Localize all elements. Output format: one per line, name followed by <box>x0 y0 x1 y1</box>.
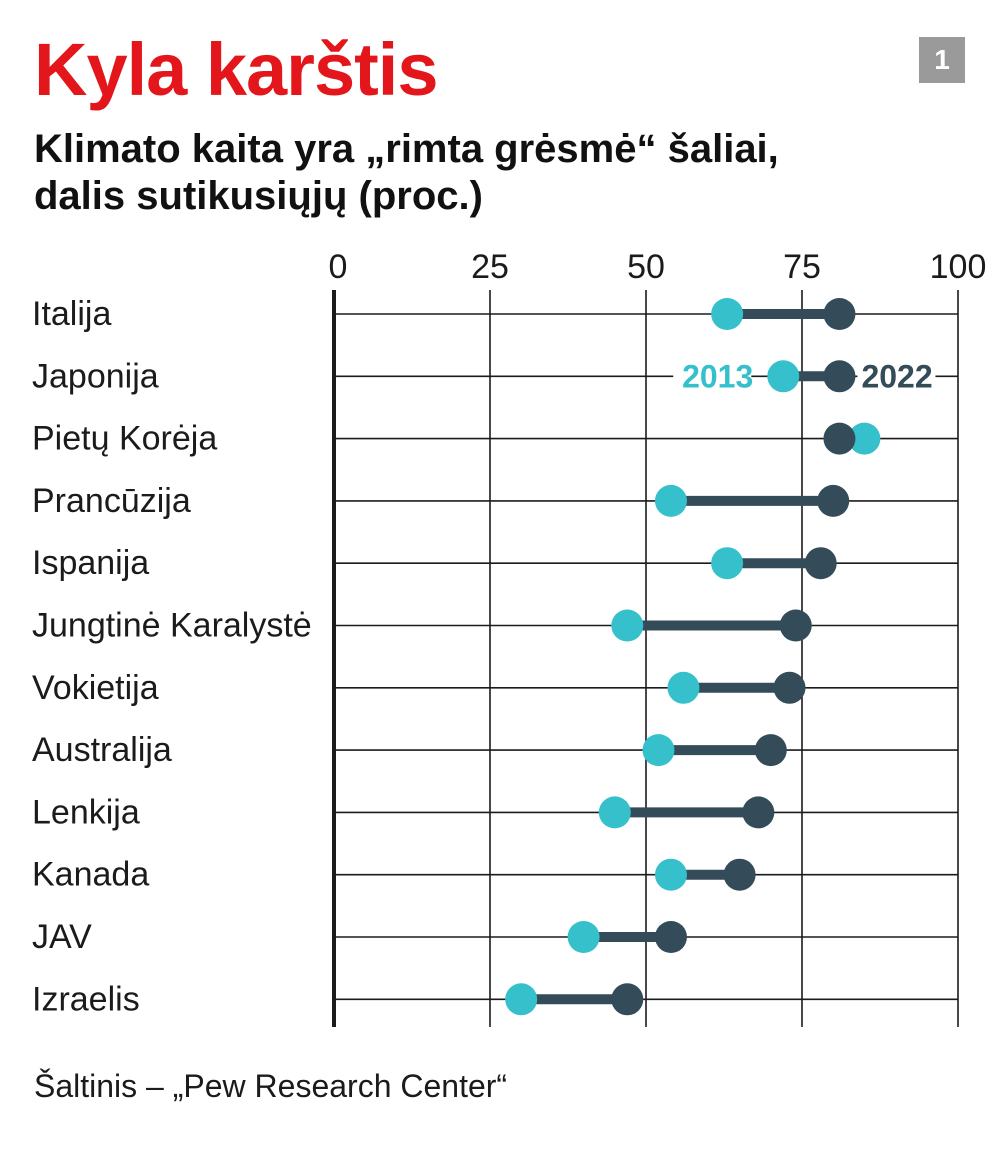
legend-label-2022: 2022 <box>861 358 932 394</box>
legend-bg-2013 <box>673 356 752 395</box>
dot-2013 <box>848 422 881 455</box>
dot-2013 <box>767 360 800 393</box>
source-note: Šaltinis – „Pew Research Center“ <box>34 1068 508 1104</box>
dot-2022 <box>773 671 806 704</box>
dot-2013 <box>567 921 600 953</box>
legend-label-2013: 2013 <box>682 358 753 394</box>
dot-2022 <box>823 422 856 455</box>
dumbbell-chart: 0 25 50 75 100 Italija Japonija 2013 2022 Pietų K… <box>32 248 987 1027</box>
legend-bg-2022 <box>857 356 936 395</box>
category-label: Lenkija <box>32 793 140 831</box>
dot-2013 <box>654 858 687 891</box>
dot-2013 <box>642 734 675 767</box>
dot-2013 <box>711 298 744 330</box>
category-label: Jungtinė Karalystė <box>32 607 312 645</box>
page-number-badge: 1 <box>919 37 965 83</box>
category-label: Kanada <box>32 856 149 894</box>
category-label: JAV <box>32 918 92 956</box>
category-label: Prancūzija <box>32 482 191 520</box>
page-title: Kyla karštis <box>34 28 438 111</box>
subtitle-line-1: Klimato kaita yra „rimta grėsmė“ šaliai, <box>34 127 779 171</box>
category-label: Pietų Korėja <box>32 420 217 458</box>
dot-2022 <box>823 360 856 393</box>
x-tick-label-50: 50 <box>627 248 665 286</box>
x-tick-label-75: 75 <box>783 248 821 286</box>
dot-2022 <box>742 796 775 829</box>
dot-2022 <box>804 547 837 580</box>
subtitle-line-2: dalis sutikusiųjų (proc.) <box>34 174 483 218</box>
dot-2022 <box>754 734 787 767</box>
dot-2013 <box>598 796 631 829</box>
dot-2022 <box>823 298 856 330</box>
dot-2013 <box>611 609 644 642</box>
x-tick-label-25: 25 <box>471 248 509 286</box>
category-label: Australija <box>32 731 172 769</box>
dot-2013 <box>654 484 687 517</box>
dot-2022 <box>611 983 644 1016</box>
x-tick-label-100: 100 <box>930 248 987 286</box>
x-tick-label-0: 0 <box>329 248 348 286</box>
category-label: Izraelis <box>32 980 140 1018</box>
dot-2013 <box>505 983 538 1016</box>
dot-2013 <box>711 547 744 580</box>
category-label: Ispanija <box>32 544 149 582</box>
dot-2022 <box>723 858 756 891</box>
category-label: Italija <box>32 295 111 333</box>
dot-2022 <box>654 921 687 953</box>
dot-2013 <box>667 671 700 704</box>
dot-2022 <box>779 609 812 642</box>
category-label: Japonija <box>32 357 159 395</box>
chart-subtitle: Klimato kaita yra „rimta grėsmė“ šaliai,… <box>34 126 934 220</box>
category-label: Vokietija <box>32 669 159 707</box>
dot-2022 <box>817 484 850 517</box>
